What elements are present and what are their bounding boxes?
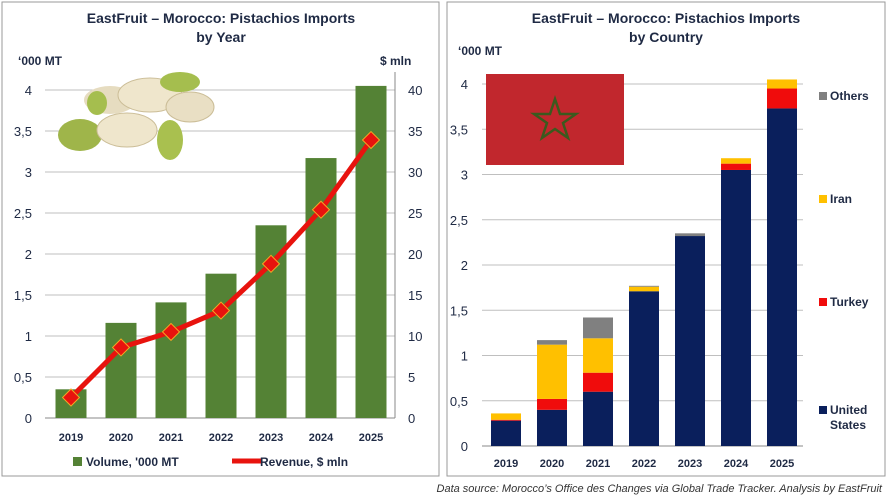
right-panel-border [446, 1, 886, 477]
left-title-line1: EastFruit – Morocco: Pistachios Imports [87, 10, 356, 26]
bar-segment-united-states [537, 409, 567, 446]
y-tick-label: 3,5 [14, 124, 32, 139]
legend-swatch [819, 195, 827, 203]
right-title-line1: EastFruit – Morocco: Pistachios Imports [532, 10, 801, 26]
left-panel-border [1, 1, 440, 477]
bar-segment-others [537, 340, 567, 345]
bar-segment-turkey [537, 398, 567, 410]
x-tick-label: 2022 [632, 458, 656, 470]
y2-tick-label: 20 [408, 247, 422, 262]
bar-segment-united-states [629, 291, 659, 446]
y-tick-label: 1,5 [450, 303, 468, 318]
legend-revenue-label: Revenue, $ mln [260, 455, 348, 469]
y-tick-label: 3 [461, 168, 468, 183]
legend-label: Turkey [830, 295, 869, 309]
left-y-axis-label: ‘000 MT [18, 54, 63, 68]
legend-swatch [819, 298, 827, 306]
bar-segment-others [675, 233, 705, 237]
y2-tick-label: 35 [408, 124, 422, 139]
bar-segment-iran [721, 158, 751, 164]
bar-segment-turkey [491, 419, 521, 421]
x-tick-label: 2025 [770, 458, 794, 470]
y-tick-label: 0 [25, 411, 32, 426]
y-tick-label: 1 [25, 329, 32, 344]
legend-label: United [830, 403, 867, 417]
data-source-note: Data source: Morocco’s Office des Change… [437, 483, 883, 495]
bar-segment-iran [537, 344, 567, 399]
revenue-marker [261, 254, 281, 274]
revenue-marker [211, 301, 231, 320]
y2-tick-label: 30 [408, 165, 422, 180]
x-tick-label: 2023 [678, 458, 702, 470]
x-tick-label: 2024 [724, 458, 749, 470]
revenue-marker [111, 338, 131, 357]
bar-segment-turkey [721, 163, 751, 170]
x-tick-label: 2020 [109, 432, 133, 444]
x-tick-label: 2024 [309, 432, 334, 444]
right-title-line2: by Country [629, 29, 703, 45]
legend-volume-label: Volume, '000 MT [86, 455, 179, 469]
x-tick-label: 2021 [586, 458, 610, 470]
revenue-marker [311, 200, 331, 219]
volume-bar [155, 302, 187, 418]
y-tick-label: 4 [25, 83, 32, 98]
y-tick-label: 3,5 [450, 122, 468, 137]
bar-segment-united-states [721, 169, 751, 446]
y-tick-label: 0,5 [450, 394, 468, 409]
y2-tick-label: 40 [408, 83, 422, 98]
y-tick-label: 4 [461, 77, 468, 92]
legend-swatch [819, 92, 827, 100]
y2-tick-label: 15 [408, 288, 422, 303]
y-tick-label: 2 [461, 258, 468, 273]
bar-segment-iran [583, 338, 613, 373]
bar-segment-turkey [583, 372, 613, 392]
bar-segment-others [629, 285, 659, 287]
x-tick-label: 2020 [540, 458, 564, 470]
bar-segment-iran [629, 286, 659, 292]
volume-bar [105, 322, 137, 418]
x-tick-label: 2025 [359, 432, 383, 444]
legend-label: Others [830, 89, 869, 103]
left-title-line2: by Year [196, 29, 246, 45]
y2-tick-label: 25 [408, 206, 422, 221]
x-tick-label: 2023 [259, 432, 283, 444]
legend-swatch [819, 406, 827, 414]
revenue-marker [161, 322, 181, 342]
legend-label: States [830, 418, 866, 432]
pistachio-image [58, 72, 215, 160]
y-tick-label: 0,5 [14, 370, 32, 385]
revenue-marker [361, 130, 381, 150]
revenue-marker [61, 388, 81, 407]
bar-segment-others [583, 317, 613, 339]
bar-segment-iran [491, 413, 521, 420]
y-tick-label: 2,5 [450, 213, 468, 228]
bar-segment-united-states [767, 108, 797, 446]
legend-label: Iran [830, 192, 852, 206]
right-y-axis-label: ‘000 MT [458, 44, 503, 58]
bar-segment-united-states [491, 420, 521, 446]
y-tick-label: 2 [25, 247, 32, 262]
x-tick-label: 2022 [209, 432, 233, 444]
x-tick-label: 2019 [494, 458, 518, 470]
left-y2-axis-label: $ mln [380, 54, 411, 68]
y-tick-label: 0 [461, 439, 468, 454]
y2-tick-label: 10 [408, 329, 422, 344]
bar-segment-iran [767, 79, 797, 89]
bar-segment-united-states [583, 391, 613, 446]
morocco-flag [486, 74, 624, 165]
y2-tick-label: 5 [408, 370, 415, 385]
y-tick-label: 2,5 [14, 206, 32, 221]
bar-segment-turkey [767, 88, 797, 109]
volume-bar [205, 273, 237, 418]
y-tick-label: 3 [25, 165, 32, 180]
y2-tick-label: 0 [408, 411, 415, 426]
x-tick-label: 2021 [159, 432, 183, 444]
legend-volume-swatch [73, 457, 82, 466]
y-tick-label: 1 [461, 349, 468, 364]
bar-segment-united-states [675, 236, 705, 446]
y-tick-label: 1,5 [14, 288, 32, 303]
x-tick-label: 2019 [59, 432, 83, 444]
